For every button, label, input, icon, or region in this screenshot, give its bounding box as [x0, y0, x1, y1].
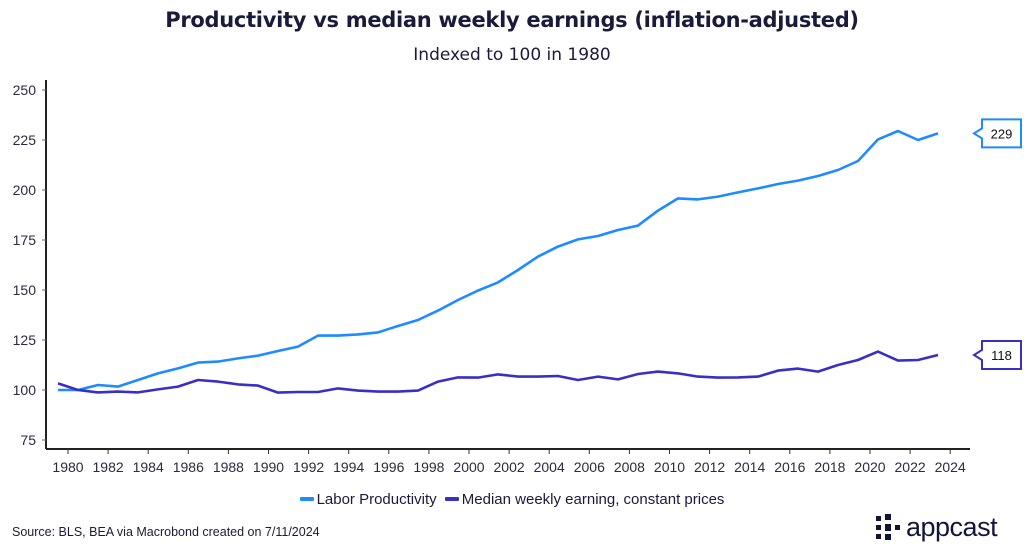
x-tick-label: 1984: [133, 459, 164, 475]
x-tick-label: 1986: [173, 459, 204, 475]
x-tick-label: 1994: [333, 459, 364, 475]
y-tick-label: 150: [13, 282, 37, 298]
series-line-earnings: [57, 350, 939, 394]
x-tick-label: 1988: [213, 459, 244, 475]
x-tick-label: 2000: [453, 459, 484, 475]
end-value-callout: [972, 340, 1022, 370]
x-tick-label: 2016: [774, 459, 805, 475]
legend-swatch: [299, 497, 314, 501]
end-value-label: 118: [991, 348, 1012, 363]
x-tick-label: 1996: [373, 459, 404, 475]
series-line-productivity: [58, 129, 939, 392]
x-tick-label: 2004: [534, 459, 565, 475]
x-tick-label: 2002: [494, 459, 525, 475]
x-tick-label: 1998: [413, 459, 444, 475]
legend-item-earnings: Median weekly earning, constant prices: [444, 490, 725, 508]
appcast-logo: appcast: [876, 512, 998, 543]
legend-item-productivity: Labor Productivity: [299, 490, 437, 508]
x-tick-label: 2014: [734, 459, 765, 475]
x-tick-label: 2008: [614, 459, 645, 475]
y-tick-label: 225: [13, 132, 37, 148]
x-tick-label: 2024: [935, 459, 966, 475]
x-tick-label: 2010: [654, 459, 685, 475]
x-tick-label: 1992: [293, 459, 324, 475]
legend-label: Median weekly earning, constant prices: [461, 490, 725, 508]
y-tick-label: 125: [13, 332, 37, 348]
x-tick-label: 2012: [694, 459, 725, 475]
legend-label: Labor Productivity: [316, 490, 437, 508]
y-tick-label: 175: [13, 232, 37, 248]
source-note: Source: BLS, BEA via Macrobond created o…: [12, 525, 320, 539]
x-tick-label: 2006: [574, 459, 605, 475]
logo-dots-icon: [876, 513, 900, 540]
x-tick-label: 2020: [854, 459, 885, 475]
x-tick-label: 2018: [814, 459, 845, 475]
x-tick-label: 2022: [895, 459, 926, 475]
y-tick-label: 100: [13, 382, 37, 398]
chart-title: Productivity vs median weekly earnings (…: [165, 8, 859, 32]
end-value-callout: [972, 118, 1022, 149]
chart-subtitle: Indexed to 100 in 1980: [413, 45, 611, 65]
y-tick-label: 200: [13, 182, 37, 198]
y-tick-label: 75: [20, 432, 36, 448]
legend: Labor Productivity Median weekly earning…: [0, 488, 1024, 508]
y-tick-label: 250: [13, 82, 37, 98]
logo-text: appcast: [906, 512, 998, 542]
legend-swatch: [444, 497, 459, 501]
x-tick-label: 1982: [93, 459, 124, 475]
x-tick-label: 1990: [253, 459, 284, 475]
end-value-label: 229: [991, 126, 1013, 141]
x-tick-label: 1980: [52, 459, 83, 475]
